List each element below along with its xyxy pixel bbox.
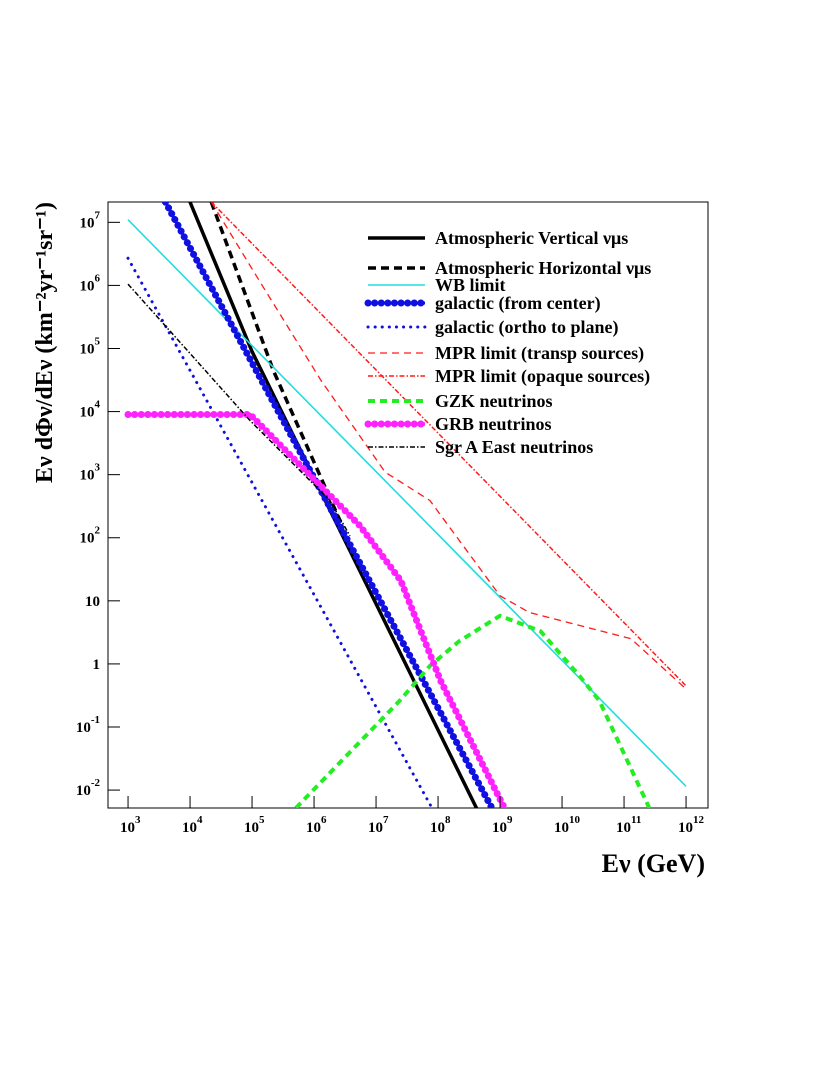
tick-label: 1010: [554, 814, 581, 836]
tick-label-exponent: 5: [95, 335, 101, 347]
tick-label-base: 10: [244, 820, 259, 836]
series-line: [209, 202, 346, 534]
tick-label-exponent: 7: [383, 814, 389, 826]
plot-frame: [107, 201, 709, 809]
legend-label: galactic (from center): [435, 293, 601, 314]
series-line: [210, 202, 687, 690]
tick-label: 102: [80, 525, 101, 547]
tick-label-exponent: 12: [693, 814, 705, 826]
tick-label: 103: [120, 814, 141, 836]
tick-label-exponent: 7: [95, 209, 101, 221]
tick-label-exponent: -1: [91, 714, 100, 726]
tick-label: 1012: [678, 814, 705, 836]
tick-label-exponent: 6: [95, 272, 101, 284]
legend-label: GZK neutrinos: [435, 391, 553, 411]
tick-label: 104: [80, 399, 101, 421]
tick-label: 10: [85, 594, 100, 610]
legend-label: WB limit: [435, 275, 506, 295]
tick-label-base: 10: [120, 820, 135, 836]
tick-label: 105: [80, 335, 101, 357]
legend-label: galactic (ortho to plane): [435, 317, 618, 338]
tick-label-base: 10: [80, 468, 95, 484]
tick-label: 107: [368, 814, 389, 836]
tick-label-base: 10: [368, 820, 383, 836]
tick-label: 103: [80, 462, 101, 484]
tick-label-base: 10: [430, 820, 445, 836]
tick-label: 105: [244, 814, 265, 836]
tick-label-exponent: 9: [507, 814, 513, 826]
legend-label: GRB neutrinos: [435, 414, 552, 434]
tick-label-exponent: 4: [95, 399, 101, 411]
legend-label: MPR limit (transp sources): [435, 343, 644, 364]
tick-label-base: 10: [182, 820, 197, 836]
tick-label-base: 10: [80, 341, 95, 357]
plot-area: [124, 202, 687, 808]
tick-label-exponent: 3: [95, 462, 101, 474]
tick-label: 109: [492, 814, 513, 836]
tick-label-exponent: 5: [259, 814, 265, 826]
tick-label: 1011: [616, 814, 641, 836]
tick-label-exponent: 2: [95, 525, 101, 537]
x-axis-label: Eν (GeV): [602, 849, 705, 878]
tick-label-exponent: 10: [569, 814, 581, 826]
tick-label: 106: [306, 814, 327, 836]
tick-label-base: 10: [80, 215, 95, 231]
tick-label: 106: [80, 272, 101, 294]
series-line: [127, 283, 351, 537]
tick-label: 1: [93, 657, 101, 673]
legend-label: Sgr A East neutrinos: [435, 437, 593, 457]
tick-label-base: 10: [80, 531, 95, 547]
tick-label-base: 1: [93, 657, 101, 673]
tick-label-exponent: 8: [445, 814, 451, 826]
tick-label-base: 10: [85, 594, 100, 610]
legend-label: Atmospheric Horizontal νμs: [435, 258, 651, 278]
tick-label-base: 10: [80, 405, 95, 421]
tick-label-base: 10: [76, 720, 91, 736]
series-line: [210, 202, 687, 687]
tick-label-base: 10: [306, 820, 321, 836]
tick-label-exponent: -2: [91, 777, 101, 789]
legend-label: MPR limit (opaque sources): [435, 366, 650, 387]
y-axis-label: Eν dΦν/dEν (km⁻²yr⁻¹sr⁻¹): [32, 202, 58, 483]
tick-label: 107: [80, 209, 101, 231]
tick-label-base: 10: [678, 820, 693, 836]
tick-label: 10-1: [76, 714, 100, 736]
legend-label: Atmospheric Vertical νμs: [435, 228, 628, 248]
tick-label-base: 10: [492, 820, 507, 836]
tick-label-exponent: 3: [135, 814, 141, 826]
series-line: [127, 219, 687, 787]
tick-label-base: 10: [76, 783, 91, 799]
tick-label-exponent: 11: [631, 814, 641, 826]
tick-label: 10-2: [76, 777, 101, 799]
tick-label-exponent: 4: [197, 814, 203, 826]
tick-label-base: 10: [616, 820, 631, 836]
tick-label: 104: [182, 814, 203, 836]
tick-label-base: 10: [554, 820, 569, 836]
tick-label: 108: [430, 814, 451, 836]
series-markers: [124, 411, 509, 808]
series-markers: [161, 202, 496, 808]
tick-label-base: 10: [80, 278, 95, 294]
series-line: [126, 256, 434, 808]
tick-label-exponent: 6: [321, 814, 327, 826]
series-line: [294, 613, 652, 808]
